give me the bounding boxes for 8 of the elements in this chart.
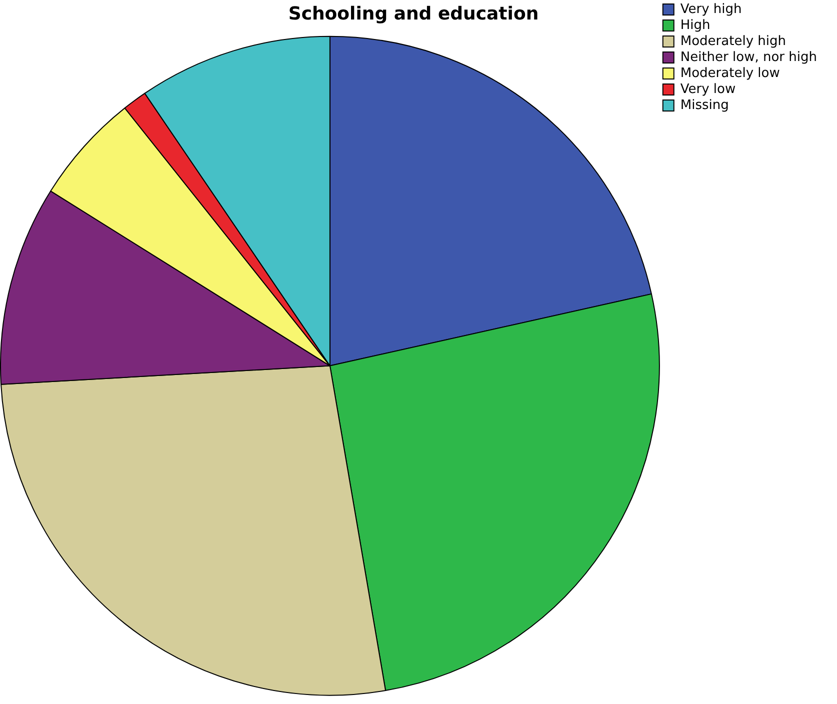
legend-label: Neither low, nor high — [680, 50, 818, 65]
legend-label: Very high — [680, 2, 742, 17]
legend-label: High — [680, 18, 710, 33]
legend-label: Missing — [680, 98, 729, 113]
legend-label: Very low — [680, 82, 736, 97]
chart-title: Schooling and education — [288, 3, 539, 24]
legend-label: Moderately high — [680, 34, 786, 49]
legend-label: Moderately low — [680, 66, 780, 81]
